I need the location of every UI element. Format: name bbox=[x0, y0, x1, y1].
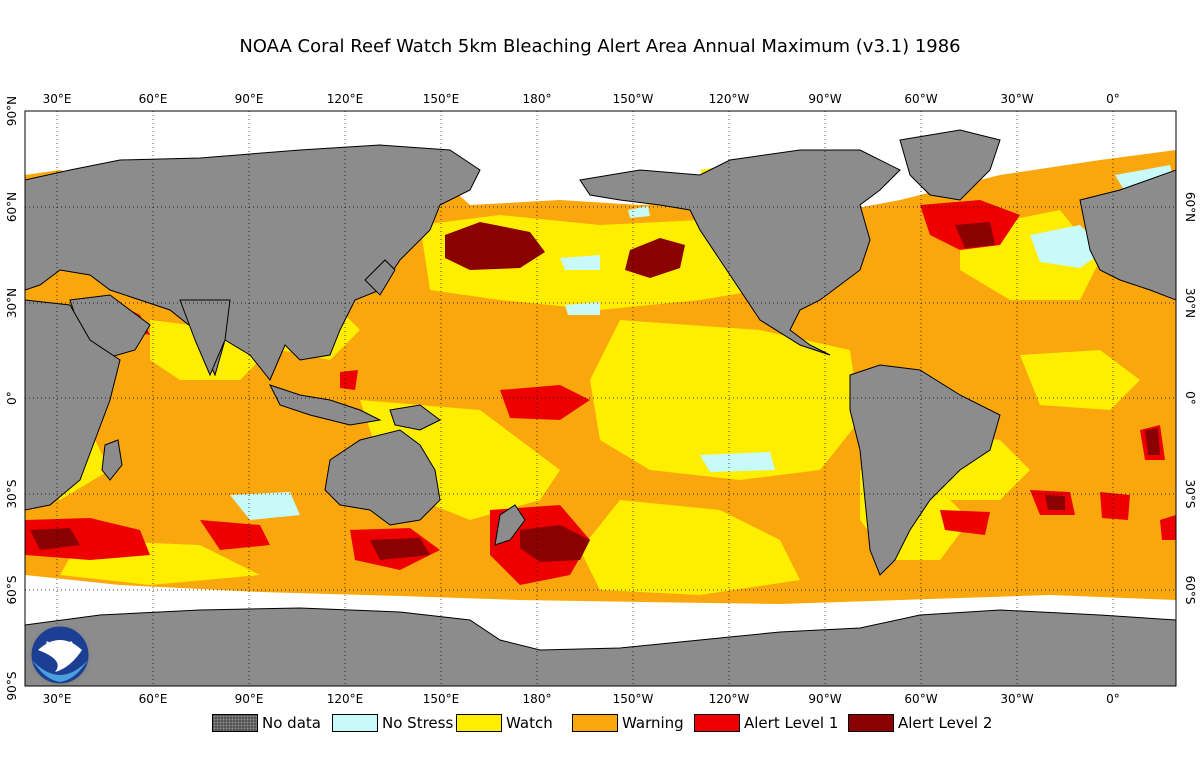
map-frame bbox=[24, 110, 1177, 687]
left-lat-tick-label: 30°N bbox=[5, 288, 19, 318]
top-tick-labels: 30°E 60°E 90°E 120°E 150°E 180° 150°W 120°W 90°W… bbox=[43, 92, 1120, 106]
legend-swatch bbox=[572, 714, 618, 732]
map-title: NOAA Coral Reef Watch 5km Bleaching Aler… bbox=[239, 36, 961, 57]
australia-land bbox=[324, 429, 441, 526]
bottom-lon-tick-label: 180° bbox=[523, 692, 552, 706]
new-zealand-land bbox=[494, 504, 526, 546]
bottom-lon-tick-label: 60°W bbox=[904, 692, 937, 706]
bottom-lon-tick-label: 90°E bbox=[235, 692, 264, 706]
right-lat-tick-label: 30°N bbox=[1183, 288, 1197, 318]
legend: No data No Stress Watch Warning Alert Level … bbox=[0, 712, 1200, 736]
right-tick-labels: 60°N 30°N 0° 30°S 60°S bbox=[1183, 192, 1197, 605]
legend-label: Alert Level 2 bbox=[898, 714, 993, 732]
legend-swatch bbox=[212, 714, 258, 732]
top-lon-tick-label: 180° bbox=[523, 92, 552, 106]
right-lat-tick-label: 60°S bbox=[1183, 576, 1197, 605]
india-land bbox=[179, 299, 231, 377]
top-lon-tick-label: 60°W bbox=[904, 92, 937, 106]
top-lon-tick-label: 150°W bbox=[613, 92, 654, 106]
top-lon-tick-label: 60°E bbox=[139, 92, 168, 106]
left-lat-tick-label: 0° bbox=[5, 391, 19, 405]
north-america-land bbox=[579, 149, 901, 356]
legend-item: Warning bbox=[572, 712, 684, 734]
top-lon-tick-label: 120°W bbox=[709, 92, 750, 106]
legend-label: No Stress bbox=[382, 714, 454, 732]
bottom-lon-tick-label: 120°E bbox=[327, 692, 364, 706]
greenland-land bbox=[899, 129, 1001, 201]
top-lon-tick-label: 30°E bbox=[43, 92, 72, 106]
japan-land bbox=[364, 259, 396, 296]
left-lat-tick-label: 60°S bbox=[5, 576, 19, 605]
noaa-logo: NOAA bbox=[28, 623, 92, 687]
bottom-lon-tick-label: 150°E bbox=[423, 692, 460, 706]
legend-item: Alert Level 1 bbox=[694, 712, 838, 734]
bottom-lon-tick-label: 90°W bbox=[808, 692, 841, 706]
legend-swatch bbox=[332, 714, 378, 732]
legend-label: Warning bbox=[622, 714, 684, 732]
legend-item: Watch bbox=[456, 712, 553, 734]
bottom-tick-labels: 30°E 60°E 90°E 120°E 150°E 180° 150°W 120°W 90°W… bbox=[43, 692, 1120, 706]
south-america-land bbox=[849, 364, 1001, 576]
map-layers bbox=[25, 111, 1176, 686]
left-lat-tick-label: 90°N bbox=[5, 96, 19, 126]
bottom-lon-tick-label: 0° bbox=[1106, 692, 1120, 706]
legend-label: Alert Level 1 bbox=[744, 714, 839, 732]
eurasia-land bbox=[25, 144, 481, 381]
bottom-lon-tick-label: 150°W bbox=[613, 692, 654, 706]
right-lat-tick-label: 30°S bbox=[1183, 480, 1197, 509]
top-lon-tick-label: 90°W bbox=[808, 92, 841, 106]
new-guinea-land bbox=[389, 404, 441, 431]
top-lon-tick-label: 120°E bbox=[327, 92, 364, 106]
legend-item: No data bbox=[212, 712, 321, 734]
bottom-lon-tick-label: 120°W bbox=[709, 692, 750, 706]
left-tick-labels: 90°N 60°N 30°N 0° 30°S 60°S 90°S bbox=[5, 96, 19, 701]
legend-item: No Stress bbox=[332, 712, 453, 734]
top-lon-tick-label: 30°W bbox=[1000, 92, 1033, 106]
europe-land bbox=[1079, 169, 1176, 301]
legend-label: Watch bbox=[506, 714, 553, 732]
top-lon-tick-label: 0° bbox=[1106, 92, 1120, 106]
top-lon-tick-label: 90°E bbox=[235, 92, 264, 106]
right-lat-tick-label: 0° bbox=[1183, 391, 1197, 405]
indonesia-land bbox=[269, 384, 382, 426]
bottom-lon-tick-label: 60°E bbox=[139, 692, 168, 706]
top-lon-tick-label: 150°E bbox=[423, 92, 460, 106]
legend-swatch bbox=[456, 714, 502, 732]
left-lat-tick-label: 90°S bbox=[5, 672, 19, 701]
antarctica-land bbox=[25, 607, 1176, 686]
legend-swatch bbox=[694, 714, 740, 732]
left-lat-tick-label: 30°S bbox=[5, 480, 19, 509]
right-lat-tick-label: 60°N bbox=[1183, 192, 1197, 222]
bottom-lon-tick-label: 30°W bbox=[1000, 692, 1033, 706]
legend-swatch bbox=[848, 714, 894, 732]
left-lat-tick-label: 60°N bbox=[5, 192, 19, 222]
land-masses bbox=[25, 129, 1176, 686]
madagascar-land bbox=[101, 439, 123, 481]
legend-label: No data bbox=[262, 714, 321, 732]
africa-land bbox=[25, 299, 121, 511]
noaa-logo-text: NOAA bbox=[46, 641, 75, 651]
legend-item: Alert Level 2 bbox=[848, 712, 992, 734]
alert-level-2-areas bbox=[30, 222, 1160, 562]
bottom-lon-tick-label: 30°E bbox=[43, 692, 72, 706]
